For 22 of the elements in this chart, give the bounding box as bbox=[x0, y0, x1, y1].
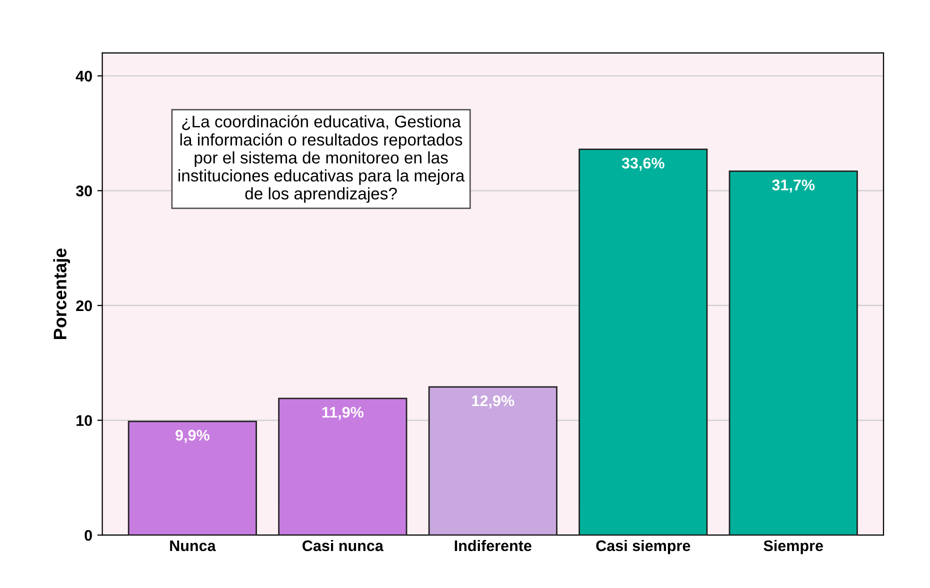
bar bbox=[578, 148, 708, 536]
x-tick-label: Casi nunca bbox=[302, 540, 384, 552]
annotation: ¿La coordinación educativa, Gestiona la información o resultados reportados por el sistema de monitoreo en las instituciones educativas para la mejora de los aprendizajes? bbox=[178, 115, 465, 203]
data-label: 11,9% bbox=[322, 406, 364, 420]
y-tick-label: 30 bbox=[76, 186, 92, 196]
bar bbox=[278, 398, 408, 536]
data-label: 33,6% bbox=[622, 158, 664, 171]
y-tick-label: 20 bbox=[76, 300, 92, 312]
bar bbox=[728, 170, 858, 536]
y-tick-label: 10 bbox=[76, 415, 92, 426]
x-tick-label: Siempre bbox=[764, 540, 823, 554]
data-label: 31,7% bbox=[772, 180, 815, 193]
data-label: 9,9% bbox=[176, 430, 210, 443]
bar bbox=[428, 386, 558, 536]
y-tick-label: 40 bbox=[76, 70, 92, 82]
bar bbox=[128, 420, 257, 536]
x-tick-label: Nunca bbox=[170, 540, 216, 552]
y-tick-label: 0 bbox=[84, 530, 92, 541]
x-tick-label: Indiferente bbox=[454, 540, 532, 552]
data-label: 12,9% bbox=[472, 395, 514, 408]
x-tick-label: Casi siempre bbox=[596, 540, 690, 554]
y-axis-title: Porcentaje bbox=[53, 248, 70, 339]
